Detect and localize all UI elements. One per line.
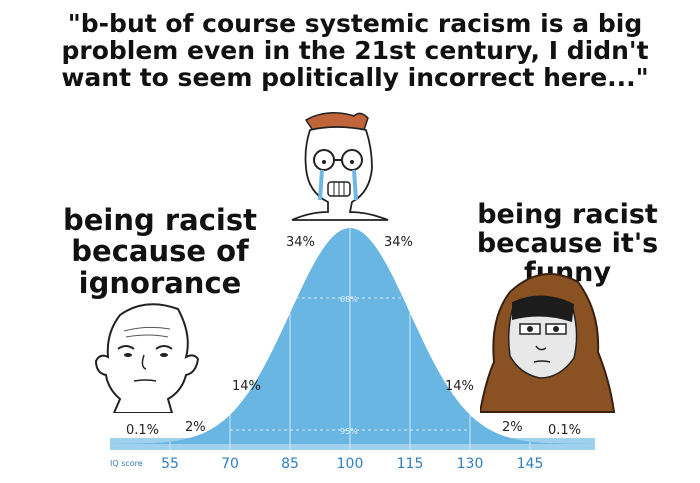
pct-center-68: 68% [340, 295, 358, 304]
axis-label: IQ score [110, 459, 143, 468]
pct-left-2: 2% [185, 420, 206, 435]
tick-label-55: 55 [161, 456, 179, 472]
top-caption: "b-but of course systemic racism is a bi… [61, 9, 649, 92]
pct-right-14: 14% [445, 379, 474, 394]
tick-label-70: 70 [221, 456, 239, 472]
tick-label-130: 130 [457, 456, 484, 472]
left-caption: being racist because of ignorance [63, 203, 257, 300]
crying-nerd-wojak-face [291, 112, 389, 221]
sigma-lines [169, 228, 531, 450]
bell-curve [110, 228, 595, 444]
pct-right-tail: 0.1% [548, 423, 581, 438]
tick-label-85: 85 [281, 456, 299, 472]
tick-label-145: 145 [517, 456, 544, 472]
pct-right-2: 2% [502, 420, 523, 435]
pct-center-95: 95% [340, 427, 358, 436]
pct-left-14: 14% [232, 379, 261, 394]
pct-right-34: 34% [384, 235, 413, 250]
tick-label-100: 100 [337, 456, 364, 472]
tick-labels: 55 70 85 100 115 130 145 [161, 456, 543, 472]
tick-label-115: 115 [397, 456, 424, 472]
bald-wojak-face [94, 303, 200, 413]
right-caption: being racist because it's funny [476, 199, 659, 289]
pct-left-34: 34% [286, 235, 315, 250]
hooded-doomer-face [480, 273, 615, 413]
pct-left-tail: 0.1% [126, 423, 159, 438]
